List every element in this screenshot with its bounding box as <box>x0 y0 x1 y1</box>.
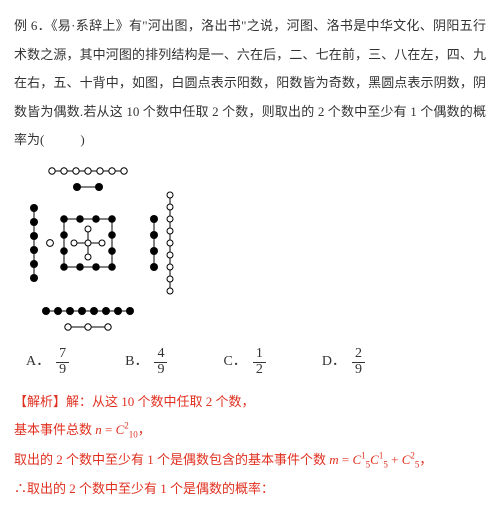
solution-line-3: 取出的 2 个数中至少有 1 个是偶数包含的基本事件个数 m = C15C15 … <box>14 446 486 475</box>
hetu-svg <box>22 161 192 341</box>
options-row: A． 7 9 B． 4 9 C． 1 2 D． 2 9 <box>26 347 486 378</box>
option-b: B． 4 9 <box>125 347 167 378</box>
option-a-frac: 7 9 <box>56 347 69 377</box>
option-d: D． 2 9 <box>322 347 365 378</box>
problem-body: 《易·系辞上》有"河出图，洛出书"之说，河图、洛书是中华文化、阴阳五行术数之源，… <box>14 18 486 147</box>
option-a-letter: A． <box>26 347 50 378</box>
option-b-letter: B． <box>125 347 148 378</box>
problem-text: 例 6．《易·系辞上》有"河出图，洛出书"之说，河图、洛书是中华文化、阴阳五行术… <box>14 12 486 155</box>
option-c-frac: 1 2 <box>253 347 266 377</box>
option-d-letter: D． <box>322 347 346 378</box>
option-a: A． 7 9 <box>26 347 69 378</box>
problem-label: 例 6． <box>14 18 51 33</box>
hetu-diagram <box>22 161 486 341</box>
option-d-frac: 2 9 <box>352 347 365 377</box>
solution-line-4: ∴取出的 2 个数中至少有 1 个是偶数的概率： <box>14 475 486 504</box>
option-c-letter: C． <box>223 347 246 378</box>
option-b-frac: 4 9 <box>154 347 167 377</box>
problem-tail: ) <box>80 132 84 147</box>
option-c: C． 1 2 <box>223 347 265 378</box>
solution-line-2: 基本事件总数 n = C210， <box>14 416 486 445</box>
solution-line-1: 【解析】解：从这 10 个数中任取 2 个数， <box>14 388 486 417</box>
